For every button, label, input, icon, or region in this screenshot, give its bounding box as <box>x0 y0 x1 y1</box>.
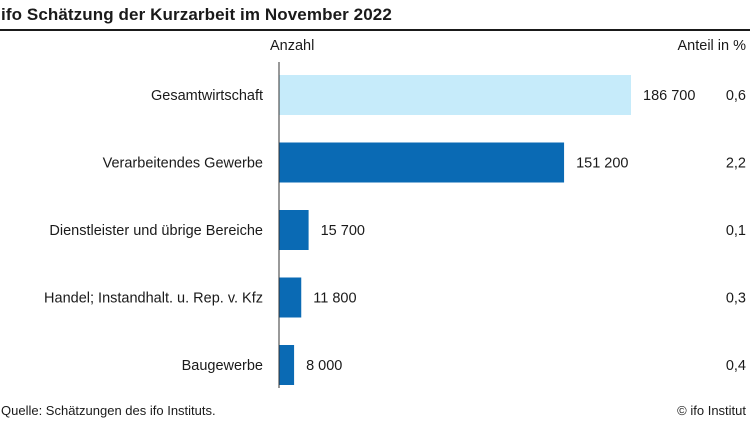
category-label: Dienstleister und übrige Bereiche <box>49 223 263 239</box>
category-label: Handel; Instandhalt. u. Rep. v. Kfz <box>44 291 263 307</box>
share-label: 2,2 <box>726 156 746 172</box>
bar <box>279 277 302 318</box>
bar <box>279 345 295 385</box>
share-label: 0,6 <box>726 88 746 104</box>
chart-title: ifo Schätzung der Kurzarbeit im November… <box>1 5 392 24</box>
value-label: 8 000 <box>306 358 342 374</box>
bar-chart: Gesamtwirtschaft 186 700 0,6 Verarbeitendes… <box>44 62 746 388</box>
column-header-anzahl: Anzahl <box>270 38 315 54</box>
title-rule <box>0 29 750 31</box>
copyright-note: © ifo Institut <box>677 403 746 418</box>
value-label: 15 700 <box>321 223 365 239</box>
value-label: 11 800 <box>313 291 356 307</box>
category-label: Gesamtwirtschaft <box>151 88 263 104</box>
category-label: Verarbeitendes Gewerbe <box>103 156 263 172</box>
bar <box>279 210 309 250</box>
share-label: 0,3 <box>726 291 746 307</box>
value-label: 186 700 <box>643 88 695 104</box>
share-label: 0,4 <box>726 358 746 374</box>
share-label: 0,1 <box>726 223 746 239</box>
category-label: Baugewerbe <box>182 358 263 374</box>
column-header-anteil: Anteil in % <box>677 38 746 54</box>
bar <box>279 142 565 183</box>
source-note: Quelle: Schätzungen des ifo Instituts. <box>1 403 216 418</box>
value-label: 151 200 <box>576 156 628 172</box>
bar <box>279 75 631 115</box>
